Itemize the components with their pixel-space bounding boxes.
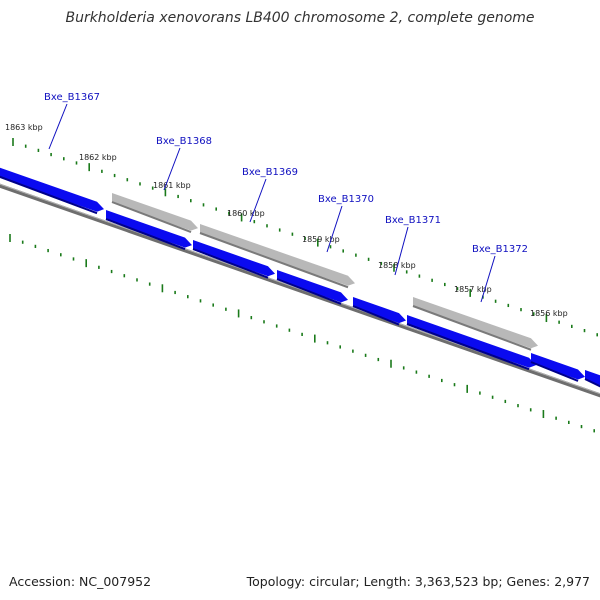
forward-gene-arrow-edge bbox=[530, 361, 579, 382]
forward-gene-arrow[interactable] bbox=[277, 270, 348, 303]
reverse-gene-arrow-edge bbox=[412, 305, 532, 351]
forward-gene-arrow-edge bbox=[105, 218, 186, 251]
kbp-labels: 1863 kbp 1862 kbp 1861 kbp 1860 kbp 1859 kbp… bbox=[5, 123, 568, 318]
genome-summary-text: Topology: circular; Length: 3,363,523 bp… bbox=[246, 574, 590, 589]
map-title: Burkholderia xenovorans LB400 chromosome… bbox=[65, 10, 535, 26]
forward-gene-arrow-edge bbox=[0, 175, 98, 215]
accession-text: Accession: NC_007952 bbox=[9, 574, 152, 589]
gene-label[interactable]: Bxe_B1370 bbox=[318, 194, 374, 205]
gene-label[interactable]: Bxe_B1368 bbox=[156, 136, 212, 147]
gene-label[interactable]: Bxe_B1369 bbox=[242, 167, 298, 178]
reverse-gene-arrow-edge bbox=[199, 232, 349, 289]
forward-strand-genes bbox=[0, 166, 600, 388]
backbone-line bbox=[0, 183, 600, 398]
forward-gene-arrow[interactable] bbox=[531, 353, 585, 380]
kbp-label: 1862 kbp bbox=[79, 153, 117, 162]
forward-gene-arrow[interactable] bbox=[0, 166, 104, 212]
ticks-lower bbox=[9, 234, 596, 433]
gene-label[interactable]: Bxe_B1367 bbox=[44, 92, 100, 103]
chromosome-backbone bbox=[0, 183, 600, 398]
forward-gene-arrow-edge bbox=[352, 305, 400, 326]
kbp-label: 1858 kbp bbox=[378, 261, 416, 270]
gene-label-leader bbox=[48, 103, 68, 150]
gene-labels: Bxe_B1367 Bxe_B1368 Bxe_B1369 Bxe_B1370 Bxe_… bbox=[44, 92, 528, 303]
kbp-label: 1861 kbp bbox=[153, 181, 191, 190]
gene-label-leader bbox=[480, 255, 496, 303]
forward-gene-arrow-edge bbox=[406, 323, 530, 371]
forward-gene-arrow[interactable] bbox=[353, 297, 406, 324]
reverse-gene-arrow-edge bbox=[111, 201, 192, 234]
forward-gene-arrow[interactable] bbox=[106, 210, 192, 248]
gene-label[interactable]: Bxe_B1372 bbox=[472, 244, 528, 255]
reverse-strand-genes bbox=[111, 193, 538, 351]
gene-label-leader bbox=[394, 226, 409, 276]
forward-gene-arrow-edge bbox=[192, 248, 269, 279]
reverse-gene-arrow[interactable] bbox=[200, 224, 355, 286]
kbp-label: 1859 kbp bbox=[302, 235, 340, 244]
kbp-label: 1863 kbp bbox=[5, 123, 43, 132]
reverse-gene-arrow[interactable] bbox=[413, 297, 538, 349]
kbp-label: 1857 kbp bbox=[454, 285, 492, 294]
forward-gene-arrow-edge bbox=[584, 378, 600, 388]
forward-gene-arrow[interactable] bbox=[407, 315, 536, 368]
forward-gene-arrow[interactable] bbox=[585, 370, 600, 386]
gene-label[interactable]: Bxe_B1371 bbox=[385, 215, 441, 226]
gene-label-leader bbox=[163, 147, 181, 191]
forward-gene-arrow-edge bbox=[276, 278, 342, 305]
kbp-label: 1856 kbp bbox=[530, 309, 568, 318]
gene-label-leader bbox=[326, 205, 343, 253]
gene-label-leader bbox=[249, 178, 267, 223]
kbp-label: 1860 kbp bbox=[227, 209, 265, 218]
forward-gene-arrow[interactable] bbox=[193, 240, 275, 277]
reverse-gene-arrow[interactable] bbox=[112, 193, 198, 231]
